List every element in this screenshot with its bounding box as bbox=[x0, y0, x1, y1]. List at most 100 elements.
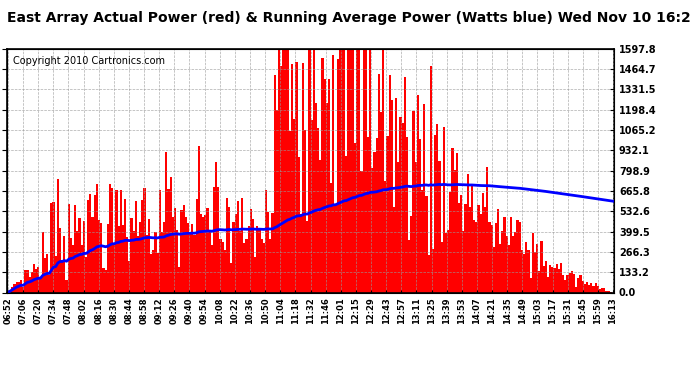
Bar bbox=[130, 218, 132, 292]
Bar bbox=[586, 282, 588, 292]
Bar bbox=[423, 104, 426, 292]
Bar bbox=[302, 63, 304, 292]
Bar bbox=[341, 49, 343, 292]
Bar bbox=[419, 139, 421, 292]
Bar bbox=[208, 232, 210, 292]
Bar bbox=[107, 224, 109, 292]
Bar bbox=[413, 111, 415, 292]
Bar bbox=[265, 189, 267, 292]
Bar bbox=[230, 262, 233, 292]
Bar bbox=[224, 250, 226, 292]
Bar bbox=[297, 157, 299, 292]
Bar bbox=[261, 239, 263, 292]
Bar bbox=[111, 189, 113, 292]
Bar bbox=[176, 230, 178, 292]
Bar bbox=[384, 181, 386, 292]
Bar bbox=[411, 216, 413, 292]
Bar bbox=[345, 156, 347, 292]
Bar bbox=[406, 136, 408, 292]
Bar bbox=[41, 232, 43, 292]
Bar bbox=[146, 235, 148, 292]
Bar bbox=[22, 287, 24, 292]
Bar bbox=[449, 192, 451, 292]
Bar bbox=[386, 136, 388, 292]
Bar bbox=[608, 291, 610, 292]
Bar bbox=[282, 49, 284, 292]
Bar bbox=[79, 218, 81, 292]
Bar bbox=[400, 117, 402, 292]
Bar bbox=[165, 152, 168, 292]
Bar bbox=[324, 79, 326, 292]
Bar bbox=[506, 236, 508, 292]
Bar bbox=[70, 238, 72, 292]
Bar bbox=[239, 231, 241, 292]
Bar bbox=[180, 210, 183, 292]
Bar bbox=[221, 242, 224, 292]
Bar bbox=[549, 265, 551, 292]
Bar bbox=[11, 287, 13, 292]
Bar bbox=[326, 103, 328, 292]
Bar bbox=[593, 285, 595, 292]
Bar bbox=[313, 49, 315, 292]
Bar bbox=[139, 222, 141, 292]
Bar bbox=[512, 236, 514, 292]
Bar bbox=[233, 222, 235, 292]
Bar bbox=[306, 221, 308, 292]
Bar bbox=[525, 242, 527, 292]
Bar bbox=[72, 245, 74, 292]
Bar bbox=[441, 242, 443, 292]
Bar bbox=[157, 253, 159, 292]
Bar bbox=[185, 217, 187, 292]
Bar bbox=[538, 271, 540, 292]
Bar bbox=[63, 237, 66, 292]
Bar bbox=[322, 58, 324, 292]
Bar bbox=[588, 285, 590, 292]
Bar bbox=[115, 190, 117, 292]
Bar bbox=[159, 189, 161, 292]
Bar bbox=[603, 288, 605, 292]
Bar bbox=[480, 214, 482, 292]
Bar bbox=[144, 188, 146, 292]
Bar bbox=[335, 205, 337, 292]
Bar bbox=[248, 226, 250, 292]
Bar bbox=[304, 130, 306, 292]
Bar bbox=[417, 94, 419, 292]
Bar bbox=[551, 267, 553, 292]
Bar bbox=[397, 162, 400, 292]
Bar bbox=[113, 243, 115, 292]
Bar bbox=[284, 49, 286, 292]
Bar bbox=[362, 49, 365, 292]
Bar bbox=[100, 223, 102, 292]
Bar bbox=[471, 184, 473, 292]
Bar bbox=[204, 215, 206, 292]
Bar bbox=[9, 290, 11, 292]
Bar bbox=[235, 214, 237, 292]
Bar bbox=[436, 124, 438, 292]
Bar bbox=[328, 79, 330, 292]
Bar bbox=[428, 255, 430, 292]
Bar bbox=[534, 252, 536, 292]
Bar bbox=[347, 49, 350, 292]
Bar bbox=[150, 254, 152, 292]
Bar bbox=[402, 123, 404, 292]
Bar bbox=[52, 202, 55, 292]
Bar bbox=[555, 264, 558, 292]
Bar bbox=[464, 204, 466, 292]
Bar bbox=[122, 225, 124, 292]
Bar bbox=[250, 209, 252, 292]
Bar bbox=[426, 196, 428, 292]
Bar bbox=[128, 261, 130, 292]
Bar bbox=[83, 221, 85, 292]
Bar bbox=[172, 217, 174, 292]
Bar bbox=[489, 222, 491, 292]
Bar bbox=[104, 270, 107, 292]
Bar bbox=[200, 214, 202, 292]
Bar bbox=[228, 207, 230, 292]
Bar bbox=[580, 275, 582, 292]
Bar bbox=[48, 275, 50, 292]
Bar bbox=[421, 190, 423, 292]
Bar bbox=[276, 110, 278, 292]
Bar bbox=[590, 283, 593, 292]
Bar bbox=[198, 146, 200, 292]
Bar bbox=[74, 206, 77, 292]
